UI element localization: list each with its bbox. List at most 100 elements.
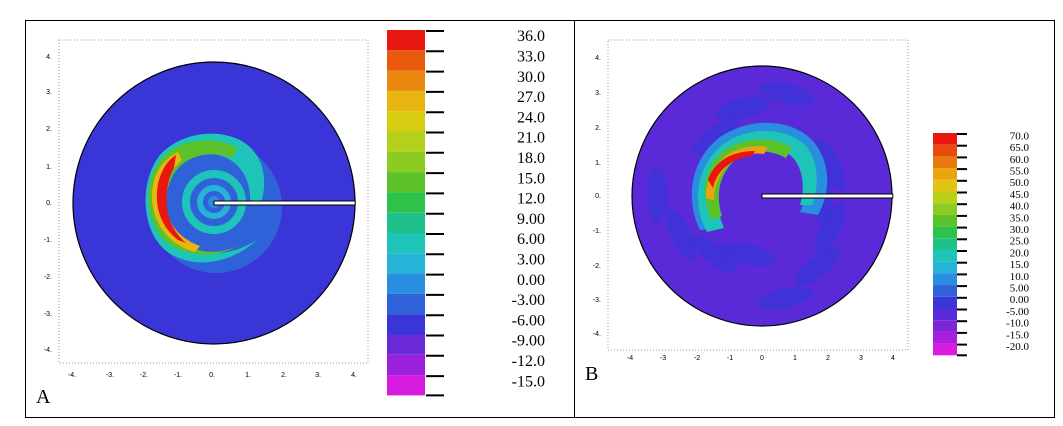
colorbar-swatch	[387, 30, 425, 51]
panel-divider	[574, 20, 575, 418]
x-tick-label: 0.	[209, 372, 215, 379]
field-region	[721, 242, 776, 267]
colorbar-label: 9.00	[517, 211, 545, 228]
field-region	[759, 82, 815, 106]
colorbar-swatch	[933, 214, 957, 227]
colorbar-label: 50.0	[1010, 177, 1030, 189]
figure-frame	[25, 20, 1055, 418]
x-tick-label: 4	[891, 355, 895, 362]
field-region	[647, 167, 668, 224]
field-region	[795, 247, 841, 286]
field-region	[715, 96, 771, 120]
colorbar-label: 21.0	[517, 130, 545, 147]
colorbar-label: 30.0	[517, 69, 545, 86]
colorbar-label: -15.0	[1006, 329, 1029, 341]
y-tick-label: 0.	[595, 193, 601, 200]
y-tick-label: -3.	[44, 311, 52, 318]
colorbar-label: 12.0	[517, 191, 545, 208]
colorbar-swatch	[933, 226, 957, 239]
plot-area-a	[58, 39, 369, 364]
field-region	[692, 117, 739, 156]
colorbar-swatch	[933, 273, 957, 286]
colorbar-swatch	[387, 172, 425, 193]
field-region	[814, 203, 845, 255]
x-tick-label: 3	[859, 355, 863, 362]
colorbar-label: 25.0	[1010, 236, 1030, 248]
y-tick-label: -3.	[593, 297, 601, 304]
colorbar-swatch	[387, 151, 425, 173]
colorbar-label: 24.0	[517, 109, 545, 126]
colorbar-swatch	[387, 375, 425, 396]
colorbar-label: 36.0	[517, 28, 545, 45]
colorbar-label: 15.0	[1010, 259, 1030, 271]
plot-area-b	[607, 39, 909, 351]
x-tick-label: -2.	[140, 372, 148, 379]
x-tick-label: -1.	[174, 372, 182, 379]
y-tick-label: 1.	[46, 164, 52, 171]
field-region	[815, 138, 845, 191]
colorbar-label: 15.0	[517, 170, 545, 187]
colorbar-swatch	[933, 238, 957, 250]
x-tick-label: -3	[660, 355, 666, 362]
panel-label-a: A	[36, 386, 51, 408]
x-tick-label: -1	[727, 355, 733, 362]
colorbar-label: 55.0	[1010, 166, 1030, 178]
colorbar-label: 70.0	[1010, 130, 1030, 142]
x-tick-label: -4.	[68, 372, 76, 379]
colorbar-label: 40.0	[1010, 201, 1030, 213]
colorbar-label: -3.00	[512, 292, 545, 309]
panel-a	[58, 30, 444, 397]
colorbar-label: 60.0	[1010, 154, 1030, 166]
x-tick-label: -4	[627, 355, 633, 362]
colorbar-swatch	[933, 250, 957, 262]
y-tick-label: -4.	[44, 347, 52, 354]
colorbar-label: 18.0	[517, 150, 545, 167]
colorbar-label: 33.0	[517, 48, 545, 65]
colorbar-swatch	[933, 191, 957, 204]
colorbar-label: -5.00	[1006, 306, 1029, 318]
colorbar-label: -15.0	[512, 373, 545, 390]
field-band-peak	[156, 155, 186, 243]
colorbar-label: 30.0	[1010, 224, 1030, 236]
colorbar-swatch	[387, 334, 425, 355]
colorbar-label: 5.00	[1010, 283, 1030, 295]
colorbar-label: 27.0	[517, 89, 545, 106]
y-tick-label: 3.	[46, 89, 52, 96]
colorbar-swatch	[933, 203, 957, 215]
y-tick-label: 2.	[595, 125, 601, 132]
x-tick-label: -2	[694, 355, 700, 362]
field-band-peak	[708, 151, 755, 188]
y-tick-label: 0.	[46, 200, 52, 207]
colorbar-label: -6.00	[512, 312, 545, 329]
colorbar-label: 6.00	[517, 231, 545, 248]
x-tick-label: 4.	[351, 372, 357, 379]
colorbar-label: 65.0	[1010, 142, 1030, 154]
colorbar-swatch	[387, 111, 425, 132]
y-tick-label: 4.	[595, 55, 601, 62]
colorbar-label: -12.0	[512, 353, 545, 370]
colorbar-swatch	[933, 343, 957, 356]
y-tick-label: 1.	[595, 160, 601, 167]
colorbar-swatch	[933, 296, 957, 309]
colorbar-swatch	[387, 131, 425, 152]
colorbar-label: 3.00	[517, 251, 545, 268]
colorbar-swatch	[933, 168, 957, 180]
x-tick-label: 1.	[245, 372, 251, 379]
colorbar-swatch	[387, 253, 425, 274]
colorbar-label: 35.0	[1010, 212, 1030, 224]
x-tick-label: 0	[760, 355, 764, 362]
y-tick-label: 2.	[46, 126, 52, 133]
colorbar-swatch	[387, 90, 425, 112]
x-tick-label: 1	[793, 355, 797, 362]
y-tick-label: -2.	[44, 274, 52, 281]
colorbar-swatch	[933, 285, 957, 297]
colorbar-swatch	[933, 144, 957, 157]
line-segment	[761, 193, 894, 199]
colorbar-label: -20.0	[1006, 341, 1029, 353]
colorbar-swatch	[933, 320, 957, 332]
field-region	[692, 235, 738, 274]
colorbar-label: 0.00	[517, 272, 545, 289]
colorbar-swatch	[933, 331, 957, 344]
field-region	[665, 208, 696, 261]
